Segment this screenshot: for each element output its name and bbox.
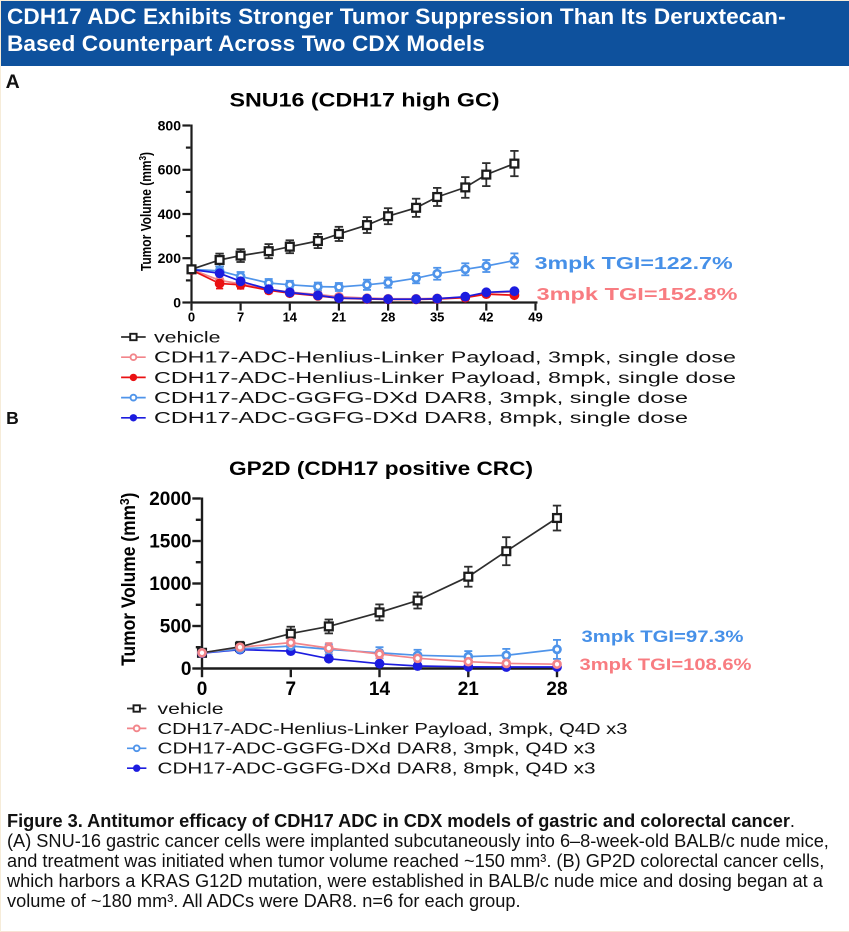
svg-text:3mpk TGI=108.6%: 3mpk TGI=108.6% bbox=[580, 656, 752, 674]
svg-text:0: 0 bbox=[188, 310, 195, 325]
svg-text:7: 7 bbox=[286, 679, 297, 700]
svg-text:7: 7 bbox=[237, 310, 244, 325]
svg-text:21: 21 bbox=[332, 310, 346, 325]
svg-text:400: 400 bbox=[158, 206, 182, 222]
svg-text:0: 0 bbox=[197, 679, 208, 700]
svg-text:35: 35 bbox=[430, 310, 444, 325]
svg-text:600: 600 bbox=[158, 162, 182, 178]
svg-text:Tumor Volume (mm3): Tumor Volume (mm3) bbox=[137, 152, 154, 271]
svg-text:CDH17-ADC-Henlius-Linker Paylo: CDH17-ADC-Henlius-Linker Payload, 3mpk, … bbox=[158, 721, 628, 738]
svg-text:14: 14 bbox=[283, 310, 298, 325]
svg-text:3mpk TGI=122.7%: 3mpk TGI=122.7% bbox=[535, 253, 734, 273]
svg-text:3mpk TGI=152.8%: 3mpk TGI=152.8% bbox=[537, 284, 739, 304]
svg-text:vehicle: vehicle bbox=[154, 329, 221, 346]
svg-text:28: 28 bbox=[546, 679, 567, 700]
svg-text:CDH17-ADC-GGFG-DXd DAR8, 3mpk,: CDH17-ADC-GGFG-DXd DAR8, 3mpk, Q4D x3 bbox=[158, 741, 596, 758]
svg-text:CDH17-ADC-Henlius-Linker Paylo: CDH17-ADC-Henlius-Linker Payload, 8mpk, … bbox=[154, 370, 736, 387]
svg-text:0: 0 bbox=[181, 659, 192, 680]
svg-text:49: 49 bbox=[528, 310, 542, 325]
svg-text:1500: 1500 bbox=[149, 532, 191, 553]
svg-text:800: 800 bbox=[158, 117, 182, 133]
svg-text:SNU16 (CDH17 high GC): SNU16 (CDH17 high GC) bbox=[230, 91, 500, 112]
svg-text:28: 28 bbox=[381, 310, 395, 325]
svg-text:14: 14 bbox=[369, 679, 391, 700]
svg-text:CDH17-ADC-Henlius-Linker Paylo: CDH17-ADC-Henlius-Linker Payload, 3mpk, … bbox=[154, 350, 736, 367]
svg-text:200: 200 bbox=[158, 250, 182, 266]
svg-text:CDH17-ADC-GGFG-DXd DAR8, 3mpk,: CDH17-ADC-GGFG-DXd DAR8, 3mpk, single do… bbox=[154, 390, 688, 407]
svg-text:Tumor Volume (mm3): Tumor Volume (mm3) bbox=[118, 493, 140, 666]
svg-text:A: A bbox=[6, 71, 20, 93]
svg-text:500: 500 bbox=[160, 617, 192, 638]
svg-text:0: 0 bbox=[173, 294, 181, 310]
svg-text:2000: 2000 bbox=[149, 489, 191, 510]
svg-text:vehicle: vehicle bbox=[158, 701, 224, 718]
svg-text:B: B bbox=[6, 408, 19, 428]
svg-text:42: 42 bbox=[479, 310, 493, 325]
svg-text:CDH17-ADC-GGFG-DXd DAR8, 8mpk,: CDH17-ADC-GGFG-DXd DAR8, 8mpk, single do… bbox=[154, 410, 688, 427]
svg-text:21: 21 bbox=[458, 679, 480, 700]
svg-text:GP2D (CDH17 positive CRC): GP2D (CDH17 positive CRC) bbox=[229, 459, 533, 480]
svg-text:CDH17-ADC-GGFG-DXd DAR8, 8mpk,: CDH17-ADC-GGFG-DXd DAR8, 8mpk, Q4D x3 bbox=[158, 761, 596, 778]
svg-text:1000: 1000 bbox=[149, 574, 191, 595]
svg-text:3mpk TGI=97.3%: 3mpk TGI=97.3% bbox=[582, 628, 744, 646]
